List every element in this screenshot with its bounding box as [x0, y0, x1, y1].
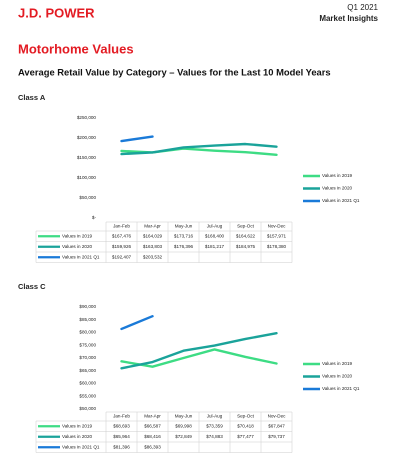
x-tick-label: Mar-Apr: [144, 224, 161, 229]
x-tick-label: Jul-Aug: [207, 224, 223, 229]
y-tick-label: $90,000: [79, 304, 96, 309]
x-tick-label: Nov-Dec: [268, 414, 287, 419]
x-tick-label: Nov-Dec: [268, 224, 287, 229]
table-cell: $68,416: [144, 434, 161, 439]
x-tick-label: Mar-Apr: [144, 414, 161, 419]
table-row-label: Values in 2021 Q1: [62, 254, 100, 259]
subtitle: Average Retail Value by Category – Value…: [18, 66, 331, 77]
table-cell: $173,716: [174, 233, 194, 238]
y-tick-label: $200,000: [77, 135, 97, 140]
table-cell: $66,587: [144, 423, 161, 428]
table-cell: $203,532: [143, 254, 163, 259]
table-cell: $159,926: [112, 244, 132, 249]
series-line: [120, 331, 278, 370]
table-cell: $77,477: [237, 434, 254, 439]
table-cell: $65,964: [113, 434, 130, 439]
table-cell: $69,998: [175, 423, 192, 428]
y-tick-label: $80,000: [79, 330, 96, 335]
logo: J.D. POWER: [18, 5, 95, 20]
chart-title: Class A: [18, 93, 46, 102]
y-tick-label: $55,000: [79, 393, 96, 398]
table-cell: $74,883: [206, 434, 223, 439]
legend-label: Values in 2019: [322, 173, 352, 178]
y-tick-label: $50,000: [79, 195, 96, 200]
y-tick-label: $100,000: [77, 175, 97, 180]
table-cell: $163,803: [143, 244, 163, 249]
x-tick-label: May-Jun: [175, 414, 193, 419]
table-cell: $164,029: [143, 233, 163, 238]
series-line: [120, 348, 278, 368]
period: Q1 2021: [347, 3, 378, 12]
x-tick-label: Jul-Aug: [207, 414, 223, 419]
y-tick-label: $250,000: [77, 115, 97, 120]
x-tick-label: Sep-Oct: [237, 414, 255, 419]
x-tick-label: Jan-Feb: [113, 414, 130, 419]
table-cell: $181,217: [205, 244, 225, 249]
table-cell: $167,476: [112, 233, 132, 238]
x-tick-label: May-Jun: [175, 224, 193, 229]
table-cell: $67,847: [268, 423, 285, 428]
series-line: [120, 135, 154, 143]
series-line: [120, 142, 278, 156]
table-cell: $168,400: [205, 233, 225, 238]
table-cell: $72,849: [175, 434, 192, 439]
y-tick-label: $150,000: [77, 155, 97, 160]
table-cell: $68,693: [113, 423, 130, 428]
table-row-label: Values in 2020: [62, 244, 92, 249]
table-row-label: Values in 2019: [62, 233, 92, 238]
series-line: [120, 314, 154, 331]
y-tick-label: $50,000: [79, 406, 96, 411]
legend-label: Values in 2019: [322, 361, 352, 366]
legend-label: Values in 2020: [322, 186, 352, 191]
y-tick-label: $65,000: [79, 368, 96, 373]
table-cell: $86,393: [144, 444, 161, 449]
table-cell: $176,396: [174, 244, 194, 249]
table-cell: $81,396: [113, 444, 130, 449]
table-row-label: Values in 2019: [62, 423, 92, 428]
x-tick-label: Sep-Oct: [237, 224, 255, 229]
legend-label: Values in 2021 Q1: [322, 198, 360, 203]
y-tick-label: $60,000: [79, 381, 96, 386]
table-cell: $70,418: [237, 423, 254, 428]
table-row-label: Values in 2021 Q1: [62, 444, 100, 449]
page-title: Motorhome Values: [18, 41, 134, 56]
y-tick-label: $70,000: [79, 355, 96, 360]
y-tick-label: $-: [92, 215, 97, 220]
table-cell: $164,622: [236, 233, 256, 238]
table-cell: $192,407: [112, 254, 132, 259]
table-cell: $184,975: [236, 244, 256, 249]
y-tick-label: $85,000: [79, 317, 96, 322]
table-cell: $157,971: [267, 233, 287, 238]
legend-label: Values in 2020: [322, 374, 352, 379]
table-cell: $79,737: [268, 434, 285, 439]
x-tick-label: Jan-Feb: [113, 224, 130, 229]
chart-title: Class C: [18, 282, 46, 291]
y-tick-label: $75,000: [79, 342, 96, 347]
table-cell: $178,380: [267, 244, 287, 249]
table-row-label: Values in 2020: [62, 434, 92, 439]
report-name: Market Insights: [319, 14, 378, 23]
table-cell: $73,359: [206, 423, 223, 428]
legend-label: Values in 2021 Q1: [322, 386, 360, 391]
